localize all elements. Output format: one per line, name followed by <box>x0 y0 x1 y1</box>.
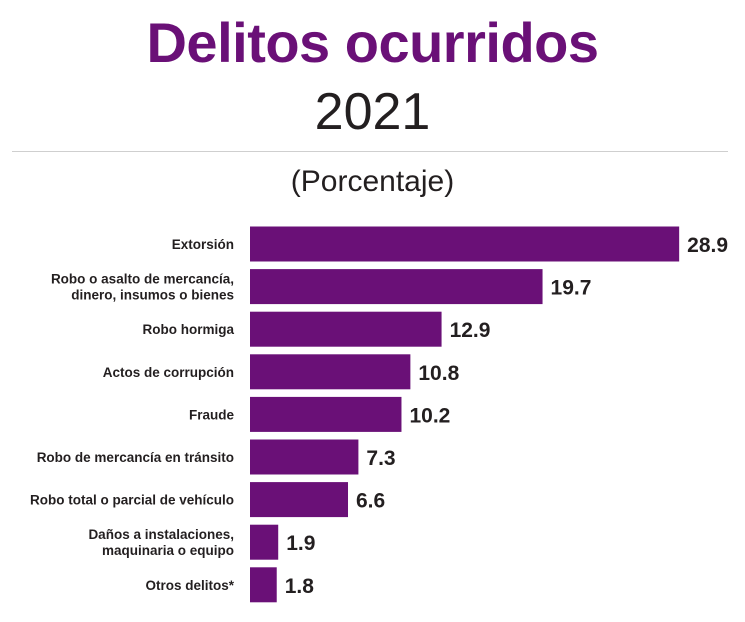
value-label: 19.7 <box>551 277 592 300</box>
category-label: Robo o asalto de mercancía, <box>51 272 234 287</box>
bar <box>250 354 411 390</box>
bar <box>250 567 277 603</box>
category-label: Robo total o parcial de vehículo <box>30 493 234 508</box>
chart-subtitle: (Porcentaje) <box>290 165 455 198</box>
divider <box>12 151 728 152</box>
bar <box>250 439 359 475</box>
chart-year: 2021 <box>314 83 431 141</box>
category-label: Actos de corrupción <box>103 365 234 380</box>
value-label: 1.8 <box>285 575 315 598</box>
bar <box>250 482 349 518</box>
value-label: 1.9 <box>286 532 315 555</box>
category-label: Daños a instalaciones, <box>88 527 234 542</box>
bar <box>250 396 402 432</box>
bar <box>250 226 680 262</box>
value-label: 12.9 <box>450 319 491 342</box>
category-label: Otros delitos* <box>145 578 234 593</box>
chart-title: Delitos ocurridos <box>146 11 599 74</box>
category-label: dinero, insumos o bienes <box>71 288 234 303</box>
value-label: 6.6 <box>356 490 385 513</box>
bars-layer: 28.9 Extorsión 19.7 Robo o asalto de mercan… <box>30 226 728 603</box>
value-label: 10.2 <box>409 404 450 427</box>
category-label: Extorsión <box>172 237 234 252</box>
bar <box>250 311 442 347</box>
bar <box>250 269 543 305</box>
category-label: Robo de mercancía en tránsito <box>37 450 234 465</box>
value-label: 10.8 <box>418 362 459 385</box>
category-label: Fraude <box>189 407 235 422</box>
category-label: Robo hormiga <box>143 322 235 337</box>
bar <box>250 524 279 560</box>
category-label: maquinaria o equipo <box>102 543 234 558</box>
value-label: 7.3 <box>366 447 395 470</box>
value-label: 28.9 <box>687 234 728 257</box>
